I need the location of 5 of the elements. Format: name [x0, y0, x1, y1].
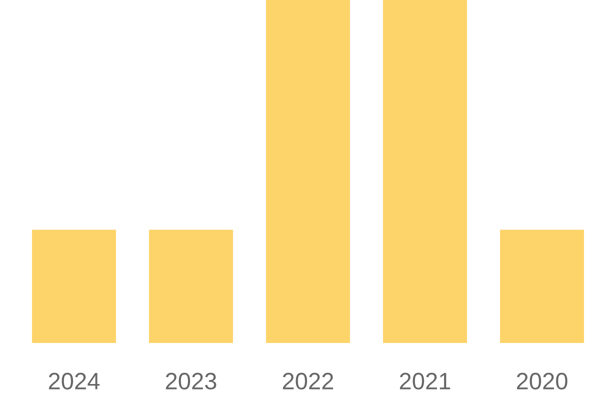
x-tick-label: 2023: [166, 372, 216, 390]
x-tick-label: 2024: [48, 372, 100, 390]
x-tick-label: 2022: [282, 372, 334, 390]
x-tick-label: 2020: [516, 372, 568, 390]
x-tick-label: 2021: [400, 372, 450, 390]
